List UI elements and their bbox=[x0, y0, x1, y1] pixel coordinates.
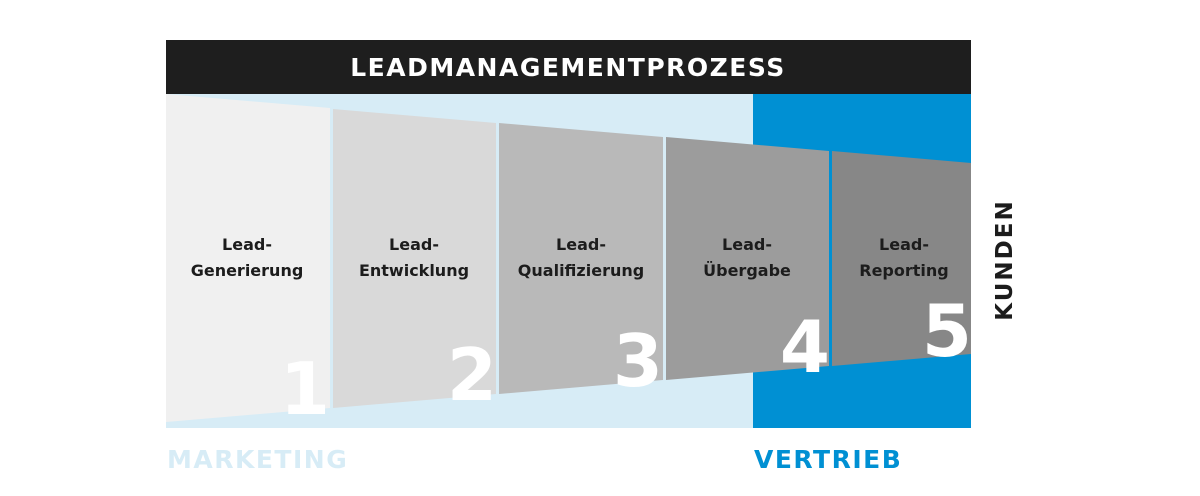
sales-label: VERTRIEB bbox=[754, 445, 902, 474]
stage-label-line2: Übergabe bbox=[703, 261, 791, 280]
stage-label-line1: Lead- bbox=[389, 235, 439, 254]
stage-panel bbox=[166, 94, 330, 422]
stage-label-line1: Lead- bbox=[556, 235, 606, 254]
stage-label-line2: Qualifizierung bbox=[518, 261, 644, 280]
stage-label-line1: Lead- bbox=[222, 235, 272, 254]
stage-2: 2 Lead- Entwicklung bbox=[333, 109, 497, 417]
stage-label-line2: Entwicklung bbox=[359, 261, 469, 280]
stage-number: 3 bbox=[613, 319, 663, 403]
marketing-label: MARKETING bbox=[167, 445, 348, 474]
stage-label-line1: Lead- bbox=[722, 235, 772, 254]
diagram-title: LEADMANAGEMENTPROZESS bbox=[350, 53, 786, 82]
stage-panel bbox=[832, 151, 971, 366]
stage-panel bbox=[666, 137, 829, 380]
stage-number: 2 bbox=[447, 333, 497, 417]
stage-number: 4 bbox=[780, 305, 830, 389]
stage-5: 5 Lead- Reporting bbox=[832, 151, 972, 373]
stage-1: 1 Lead- Generierung bbox=[166, 94, 330, 431]
stage-panel bbox=[499, 123, 663, 394]
stage-number: 1 bbox=[280, 347, 330, 431]
stage-label-line1: Lead- bbox=[879, 235, 929, 254]
header-bar bbox=[166, 40, 971, 94]
stage-number: 5 bbox=[922, 289, 972, 373]
customers-label: KUNDEN bbox=[992, 199, 1018, 320]
stage-label-line2: Generierung bbox=[191, 261, 304, 280]
stage-label-line2: Reporting bbox=[859, 261, 948, 280]
stage-panel bbox=[333, 109, 496, 408]
stage-3: 3 Lead- Qualifizierung bbox=[499, 123, 663, 403]
stage-4: 4 Lead- Übergabe bbox=[666, 137, 830, 389]
